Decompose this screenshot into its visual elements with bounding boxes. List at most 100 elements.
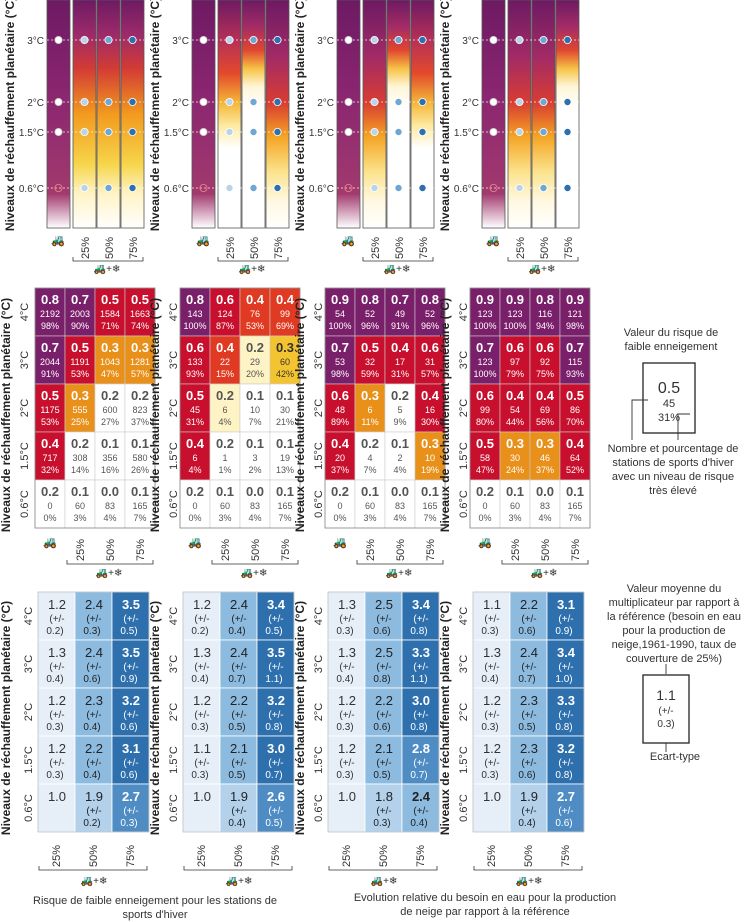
risk-percent: 0%	[478, 513, 491, 523]
caption-right: Evolution relative du besoin en eau pour…	[353, 892, 617, 918]
risk-percent: 94%	[536, 321, 554, 331]
row-label: 3°C	[23, 655, 35, 674]
risk-percent: 4%	[393, 513, 406, 523]
risk-cell	[179, 479, 211, 529]
water-sd: 0.4)	[46, 674, 63, 685]
level-dot	[489, 127, 498, 136]
risk-cell	[384, 383, 416, 433]
legend-count: 45	[663, 398, 675, 410]
water-cell	[219, 783, 258, 833]
risk-value: 0.2	[361, 436, 379, 451]
risk-count: 30	[280, 405, 290, 415]
risk-count: 64	[570, 453, 580, 463]
row-label: 3°C	[313, 655, 325, 674]
risk-cell	[209, 479, 241, 529]
strip-column	[386, 0, 411, 229]
level-dot	[563, 127, 572, 136]
risk-cell	[64, 287, 96, 337]
risk-percent: 2%	[248, 465, 261, 475]
column-label: 25%	[370, 237, 382, 259]
water-value: 3.2	[267, 693, 285, 708]
risk-cell	[94, 335, 126, 385]
water-value: 2.4	[520, 645, 538, 660]
table-border	[37, 591, 150, 833]
risk-value: 0.5	[101, 292, 119, 307]
water-sd: 0.7)	[518, 674, 535, 685]
water-value: 3.0	[267, 741, 285, 756]
level-dot	[563, 98, 572, 107]
risk-percent: 100%	[328, 321, 351, 331]
water-sd-prefix: (+/-	[86, 758, 101, 769]
strip-column	[531, 0, 556, 229]
risk-value: 0.2	[131, 388, 149, 403]
risk-count: 1191	[70, 357, 89, 367]
risk-cell	[354, 287, 386, 337]
panel-1: Niveaux de réchauffement planétaire (°C)…	[3, 0, 145, 275]
row-label: 1.5°C	[458, 746, 470, 774]
tick-label: 0.6°C	[454, 184, 479, 195]
water-cell	[256, 639, 295, 689]
water-sd: 0.2)	[46, 626, 63, 637]
risk-value: 0.1	[276, 388, 294, 403]
level-dot	[563, 183, 572, 192]
risk-percent: 0%	[333, 513, 346, 523]
risk-count: 97	[510, 357, 520, 367]
water-sd: 0.7)	[265, 770, 282, 781]
groomer-icon: 🚜	[486, 235, 500, 247]
water-sd: 0.3)	[46, 722, 63, 733]
water-sd-prefix: (+/-	[521, 806, 536, 817]
risk-value: 0.5	[361, 340, 379, 355]
snowmaking-icon: 🚜+❄	[241, 568, 268, 579]
risk-percent: 9%	[393, 417, 406, 427]
risk-count: 2003	[70, 309, 90, 319]
risk-value: 0.8	[41, 292, 59, 307]
tick-label: 1.5°C	[164, 128, 189, 139]
row-label: 2°C	[19, 399, 31, 418]
strip-column	[410, 0, 435, 229]
y-axis-label: Niveaux de réchauffement planétaire (°C)	[3, 0, 17, 231]
tick-label: 3°C	[172, 36, 189, 47]
risk-count: 49	[395, 309, 405, 319]
risk-cell	[209, 431, 241, 481]
water-sd: 0.3)	[46, 770, 63, 781]
risk-cell	[414, 383, 446, 433]
risk-cell	[239, 479, 271, 529]
level-dot	[394, 36, 403, 45]
risk-percent: 20%	[246, 369, 264, 379]
row-label: 4°C	[458, 303, 470, 322]
risk-count: 99	[480, 405, 490, 415]
tick-label: 2°C	[172, 98, 189, 109]
risk-count: 54	[510, 405, 520, 415]
level-dot	[249, 183, 258, 192]
risk-cell	[384, 479, 416, 529]
row-label: 2°C	[458, 399, 470, 418]
risk-value: 0.6	[476, 388, 494, 403]
water-value: 3.3	[412, 645, 430, 660]
level-dot	[199, 98, 208, 107]
risk-value: 0.5	[71, 340, 89, 355]
water-sd-prefix: (+/-	[49, 758, 64, 769]
column-label: 25%	[196, 845, 208, 867]
column-label: 75%	[273, 237, 285, 259]
level-dot	[370, 127, 379, 136]
water-sd: 0.4)	[228, 818, 245, 829]
level-dot	[370, 183, 379, 192]
column-label: 75%	[280, 539, 292, 561]
risk-value: 0.2	[216, 436, 234, 451]
water-sd-prefix: (+/-	[376, 758, 391, 769]
water-value: 1.3	[338, 645, 356, 660]
risk-count: 30	[510, 453, 520, 463]
water-sd: 0.3)	[191, 770, 208, 781]
level-dot	[54, 98, 63, 107]
water-sd-prefix: (+/-	[194, 758, 209, 769]
water-sd-prefix: (+/-	[376, 614, 391, 625]
risk-cell	[559, 335, 591, 385]
water-value: 3.4	[412, 597, 431, 612]
water-cell	[74, 687, 113, 737]
risk-percent: 79%	[506, 369, 524, 379]
y-axis-label: Niveaux de réchauffement planétaire (°C)	[438, 298, 452, 532]
water-sd-prefix: (+/-	[231, 758, 246, 769]
water-cell	[509, 687, 548, 737]
water-sd-prefix: (+/-	[339, 614, 354, 625]
row-label: 1.5°C	[313, 442, 325, 470]
